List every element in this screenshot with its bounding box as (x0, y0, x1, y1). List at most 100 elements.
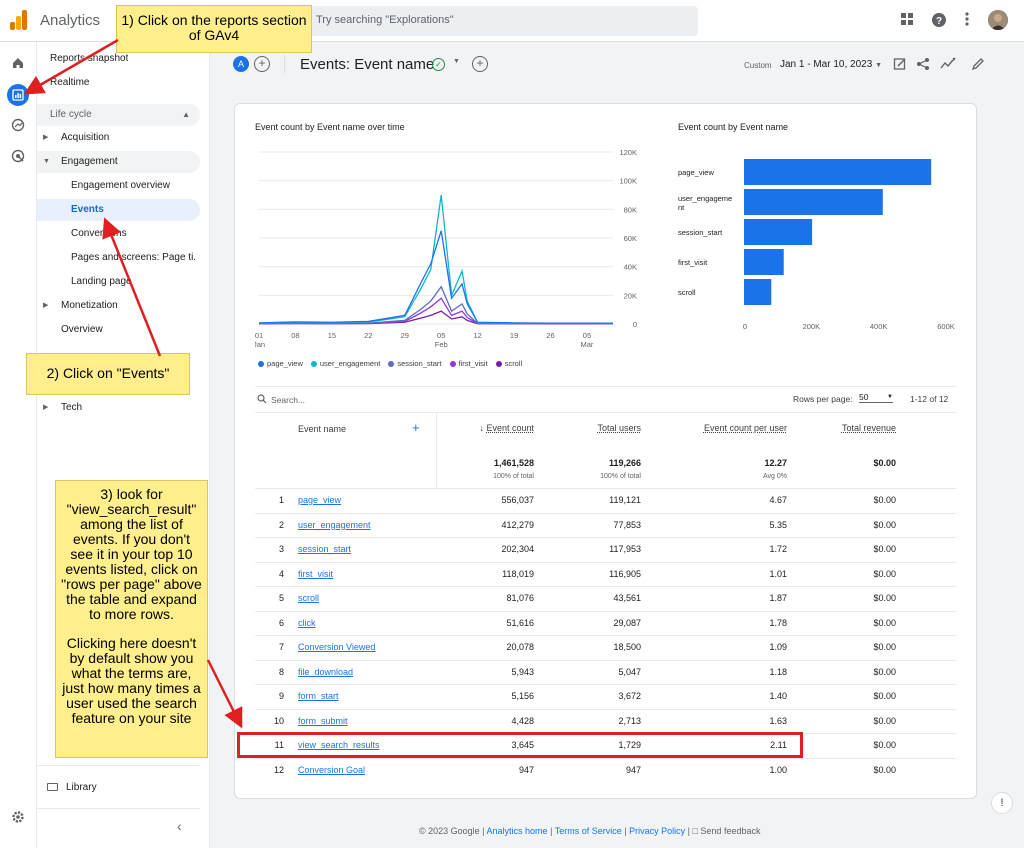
x-tick-day: 26 (546, 331, 554, 340)
customize-report-icon[interactable] (893, 57, 907, 74)
home-icon[interactable] (9, 56, 27, 74)
bar-1[interactable] (744, 189, 883, 215)
bar-3[interactable] (744, 249, 784, 275)
nav-events[interactable]: Events (37, 199, 200, 221)
per-user-value: 1.09 (769, 642, 787, 652)
event-count-value: 3,645 (511, 740, 534, 750)
apps-grid-icon[interactable] (898, 12, 916, 30)
analytics-logo[interactable] (8, 10, 28, 30)
nav-monetization[interactable]: ▶ Monetization (37, 295, 200, 317)
event-name-link[interactable]: click (298, 617, 316, 628)
bar-2[interactable] (744, 219, 813, 245)
footer-analytics-home-link[interactable]: Analytics home (486, 826, 548, 836)
event-name-link[interactable]: scroll (298, 593, 320, 603)
revenue-value: $0.00 (873, 568, 896, 579)
legend-label: page_view (267, 359, 303, 368)
avatar[interactable] (988, 10, 1008, 30)
event-name-link[interactable]: user_engagement (298, 519, 371, 530)
col-event-count-per-user[interactable]: Event count per user (703, 423, 787, 433)
footer-terms-link[interactable]: Terms of Service (554, 826, 622, 836)
rows-per-page-value: 50 (859, 392, 869, 402)
reports-icon[interactable] (7, 84, 29, 106)
x-tick-day: 29 (401, 331, 409, 340)
legend-item[interactable]: first_visit (449, 359, 488, 368)
col-event-name[interactable]: Event name (298, 424, 347, 434)
event-name-link[interactable]: Conversion Viewed (298, 642, 376, 652)
y-tick-label: 0 (633, 320, 637, 329)
legend-item[interactable]: page_view (258, 359, 303, 368)
y-tick-label: 40K (624, 263, 637, 272)
share-icon[interactable] (916, 57, 930, 74)
legend-item[interactable]: user_engagement (310, 359, 380, 368)
left-rail (0, 42, 37, 848)
total-revenue: $0.00 (873, 458, 896, 468)
event-name-link[interactable]: form_submit (298, 715, 348, 726)
row-index: 1 (278, 495, 284, 505)
nav-tech[interactable]: ▶ Tech (37, 397, 200, 419)
nav-lifecycle-header[interactable]: Life cycle ▲ (37, 104, 200, 126)
nav-pages-screens[interactable]: Pages and screens: Page ti... (71, 252, 197, 263)
total-users-value: 3,672 (618, 691, 641, 701)
revenue-value: $0.00 (873, 666, 896, 677)
comparison-badge[interactable]: A (233, 56, 249, 72)
nav-landing-page[interactable]: Landing page (71, 276, 132, 287)
nav-overview[interactable]: Overview (61, 324, 103, 335)
row-index: 2 (278, 519, 284, 530)
explore-icon[interactable] (9, 118, 27, 136)
rows-per-page-select[interactable]: 50 ▼ (859, 392, 893, 403)
edit-icon[interactable] (971, 57, 985, 74)
event-name-link[interactable]: page_view (298, 495, 342, 505)
add-dimension-icon[interactable]: + (412, 420, 420, 435)
bar-4[interactable] (744, 279, 772, 305)
advertising-icon[interactable] (9, 149, 27, 167)
series-line-page-view (258, 230, 614, 324)
insights-icon[interactable] (940, 57, 956, 74)
event-name-link[interactable]: view_search_results (298, 740, 380, 750)
search-input[interactable]: Try searching "Explorations" (282, 6, 698, 36)
legend-swatch (449, 361, 456, 368)
nav-engagement[interactable]: ▼ Engagement (37, 151, 200, 173)
check-circle-icon[interactable]: ✓ (432, 58, 445, 71)
col-event-count[interactable]: ↓ Event count (434, 423, 534, 433)
footer-privacy-link[interactable]: Privacy Policy (629, 826, 686, 836)
nav-library[interactable]: Library (47, 777, 97, 799)
dropdown-icon[interactable]: ▼ (453, 58, 460, 65)
nav-engagement-overview[interactable]: Engagement overview (71, 180, 170, 191)
event-name-link[interactable]: form_start (298, 691, 339, 701)
nav-conversions[interactable]: Conversions (71, 228, 127, 239)
event-name-link[interactable]: first_visit (298, 568, 334, 579)
bar-category-label: first_visit (678, 258, 708, 267)
x-tick-day: 05 (437, 331, 445, 340)
col-total-users[interactable]: Total users (597, 423, 641, 433)
feedback-button[interactable]: ! (991, 792, 1013, 814)
col-total-revenue[interactable]: Total revenue (841, 423, 896, 433)
footer-send-feedback-link[interactable]: Send feedback (700, 826, 761, 836)
add-filter-icon[interactable]: + (472, 56, 488, 72)
page-title: Events: Event name (300, 56, 435, 73)
help-icon[interactable]: ? (930, 12, 948, 30)
legend-swatch (495, 361, 502, 368)
per-user-value: 1.01 (769, 568, 787, 579)
legend-item[interactable]: session_start (388, 359, 442, 368)
legend-item[interactable]: scroll (495, 359, 522, 368)
row-index: 9 (278, 691, 284, 701)
more-vert-icon[interactable] (958, 12, 976, 30)
nav-acquisition[interactable]: ▶ Acquisition (37, 127, 200, 149)
event-name-link[interactable]: file_download (298, 666, 354, 677)
total-users-pct: 100% of total (600, 473, 641, 480)
bar-0[interactable] (744, 159, 932, 185)
date-range-picker[interactable]: Jan 1 - Mar 10, 2023 ▼ (780, 59, 882, 70)
event-name-link[interactable]: session_start (298, 544, 352, 554)
nav-realtime[interactable]: Realtime (50, 77, 90, 88)
collapse-nav-icon[interactable]: ‹ (177, 818, 182, 834)
legend-swatch (310, 361, 317, 368)
footer-sep: | (621, 826, 630, 836)
add-comparison-icon[interactable]: + (254, 56, 270, 72)
engagement-label: Engagement (61, 156, 118, 167)
footer-copyright: © 2023 Google | (419, 826, 487, 836)
event-name-link[interactable]: Conversion Goal (298, 764, 366, 775)
bar-category-label: scroll (678, 288, 696, 297)
settings-icon[interactable] (9, 810, 27, 828)
table-search-input[interactable]: Search... (271, 395, 306, 405)
event-count-header: Event count (486, 423, 534, 433)
